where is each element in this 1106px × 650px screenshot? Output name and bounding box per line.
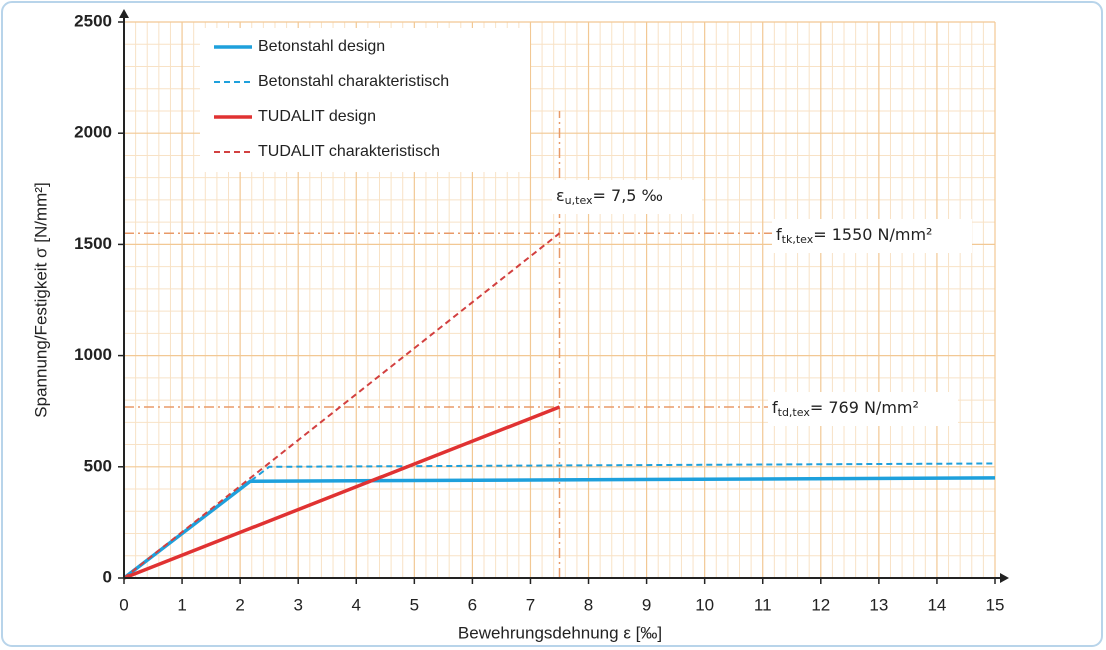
series-lines [122,232,996,580]
annotation-symbol: f [772,398,778,417]
annotation-box [768,392,958,426]
annotation-text: = 7,5 ‰ [593,186,664,205]
annotation: εu,tex= 7,5 ‰ [556,186,663,208]
axes: 0 1 2 3 4 5 6 7 8 9 10 11 12 13 14 15050010001500200025… [74,9,1009,614]
legend: Betonstahl design Betonstahl charakterist… [200,28,530,172]
x-tick-label: 1 [177,595,186,614]
annotation-text: = 769 N/mm² [810,398,919,417]
x-tick-label: 8 [584,595,593,614]
annotation-subscript: u,tex [565,194,593,207]
legend-label: TUDALIT design [258,108,376,125]
legend-label: TUDALIT charakteristisch [258,143,440,160]
x-tick-label: 6 [468,595,477,614]
x-axis-arrow [1000,573,1009,583]
legend-label: Betonstahl design [258,38,385,55]
y-tick-label: 2500 [74,11,112,30]
x-tick-label: 7 [526,595,535,614]
annotations: εu,tex= 7,5 ‰ftk,tex= 1550 N/mm²ftd,tex=… [552,180,972,426]
x-tick-label: 10 [695,595,714,614]
x-tick-label: 3 [293,595,302,614]
x-tick-label: 5 [410,595,419,614]
y-tick-label: 500 [84,456,112,475]
y-tick-label: 1500 [74,234,112,253]
y-tick-label: 1000 [74,345,112,364]
annotation-box [552,180,702,214]
legend-label: Betonstahl charakteristisch [258,73,449,90]
x-tick-label: 15 [986,595,1005,614]
series-line [123,405,561,580]
x-tick-label: 12 [811,595,830,614]
x-tick-label: 2 [235,595,244,614]
annotation: ftk,tex= 1550 N/mm² [776,225,932,247]
annotation-box [772,219,972,253]
annotation: ftd,tex= 769 N/mm² [772,398,919,420]
annotation-subscript: tk,tex [782,233,814,246]
x-axis-label: Bewehrungsdehnung ε [‰] [458,623,662,642]
y-axis-arrow [119,9,129,18]
x-tick-label: 9 [642,595,651,614]
series-line [123,232,561,579]
x-tick-label: 11 [754,595,772,614]
y-tick-label: 2000 [74,123,112,142]
annotation-subscript: td,tex [778,406,811,419]
annotation-text: = 1550 N/mm² [813,225,932,244]
x-tick-label: 4 [352,595,361,614]
annotation-symbol: f [776,225,782,244]
x-tick-label: 14 [927,595,946,614]
x-tick-label: 13 [869,595,888,614]
y-tick-label: 0 [103,567,112,586]
annotation-symbol: ε [556,186,565,205]
legend-box [200,28,530,172]
x-tick-label: 0 [119,595,128,614]
y-axis-label: Spannung/Festigkeit σ [N/mm²] [31,182,50,417]
